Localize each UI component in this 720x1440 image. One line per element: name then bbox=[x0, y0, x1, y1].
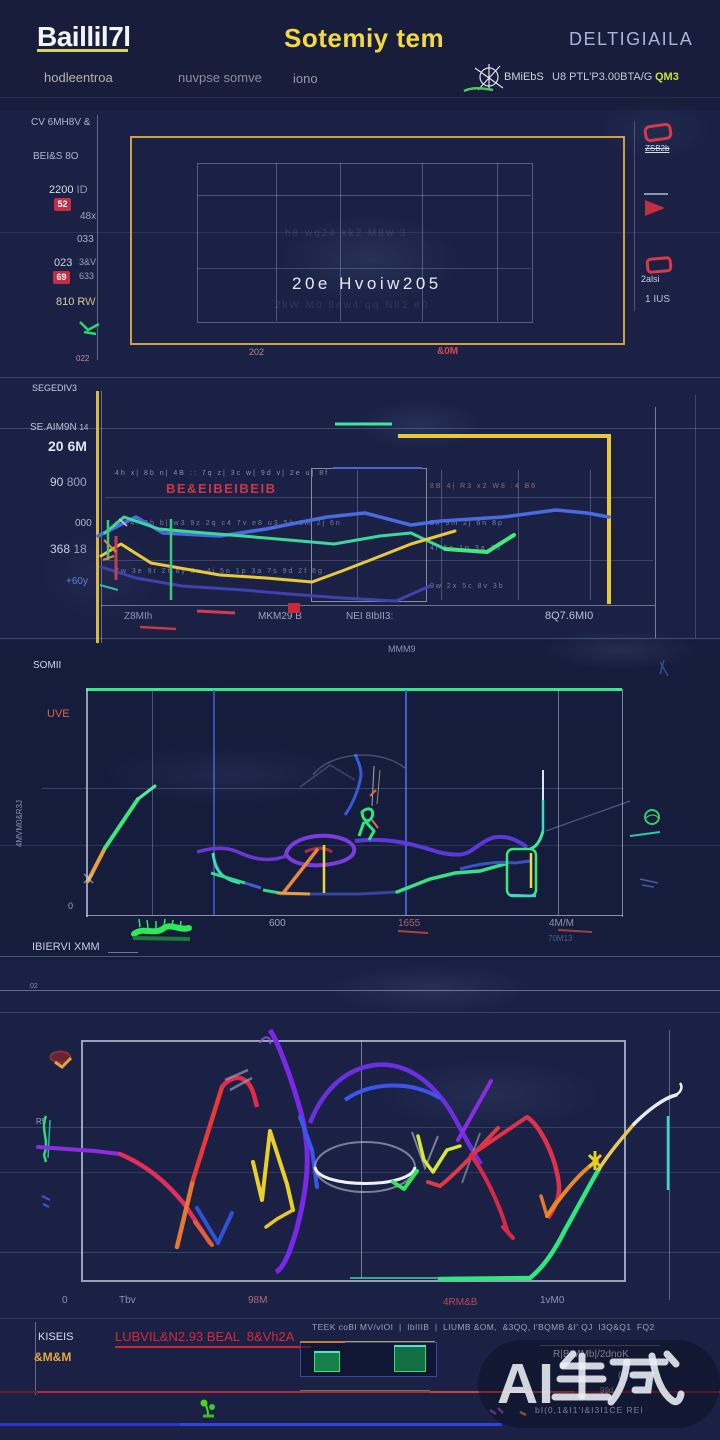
svg-text:AI: AI bbox=[497, 1352, 554, 1410]
